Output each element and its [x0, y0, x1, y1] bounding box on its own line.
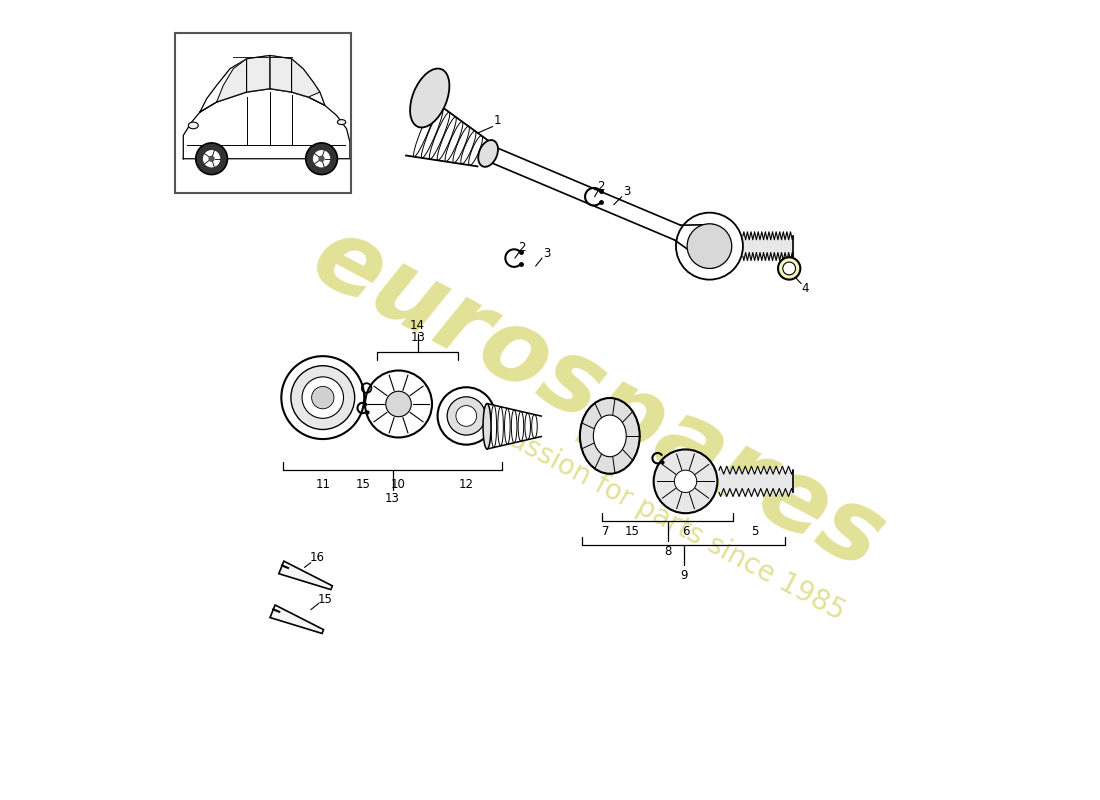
Circle shape: [674, 470, 696, 493]
Text: 15: 15: [355, 478, 370, 491]
Circle shape: [688, 224, 732, 269]
Circle shape: [455, 406, 476, 426]
Circle shape: [208, 155, 214, 162]
Circle shape: [202, 150, 220, 167]
Circle shape: [302, 377, 343, 418]
Text: 15: 15: [318, 593, 332, 606]
Ellipse shape: [478, 140, 498, 167]
Circle shape: [676, 213, 742, 280]
Polygon shape: [246, 55, 270, 92]
Text: 7: 7: [602, 525, 609, 538]
Text: 10: 10: [392, 478, 406, 491]
Circle shape: [311, 386, 334, 409]
Ellipse shape: [188, 122, 198, 129]
Circle shape: [290, 366, 354, 430]
Circle shape: [653, 450, 717, 514]
Ellipse shape: [593, 415, 626, 457]
Circle shape: [318, 155, 324, 162]
Circle shape: [778, 258, 801, 280]
Polygon shape: [217, 58, 246, 102]
Text: 9: 9: [680, 569, 688, 582]
Circle shape: [365, 370, 432, 438]
Text: 16: 16: [310, 551, 324, 564]
Ellipse shape: [580, 398, 640, 474]
Bar: [175, 34, 351, 193]
Ellipse shape: [338, 119, 345, 125]
Polygon shape: [292, 58, 320, 97]
Circle shape: [282, 356, 364, 439]
Polygon shape: [200, 55, 324, 112]
Text: 12: 12: [459, 478, 474, 491]
Text: eurospares: eurospares: [296, 209, 900, 591]
Text: 11: 11: [316, 478, 330, 491]
Circle shape: [306, 143, 338, 174]
Text: 3: 3: [543, 247, 550, 260]
Circle shape: [312, 150, 330, 167]
Text: 8: 8: [664, 545, 671, 558]
Polygon shape: [270, 605, 323, 634]
Text: 2: 2: [597, 180, 605, 193]
Text: 1: 1: [494, 114, 502, 127]
Polygon shape: [487, 403, 541, 449]
Polygon shape: [270, 55, 292, 92]
Text: 3: 3: [623, 186, 630, 198]
Text: 4: 4: [802, 282, 808, 295]
Polygon shape: [184, 89, 350, 158]
Text: 14: 14: [410, 319, 426, 332]
Text: 13: 13: [385, 491, 400, 505]
Text: 15: 15: [625, 525, 639, 538]
Text: 13: 13: [410, 331, 425, 344]
Circle shape: [438, 387, 495, 445]
Text: a passion for parts since 1985: a passion for parts since 1985: [465, 405, 849, 626]
Text: 2: 2: [518, 242, 526, 254]
Polygon shape: [406, 98, 488, 166]
Ellipse shape: [410, 69, 450, 127]
Ellipse shape: [483, 403, 491, 449]
Polygon shape: [278, 561, 332, 590]
Circle shape: [196, 143, 228, 174]
Text: 6: 6: [682, 525, 690, 538]
Circle shape: [386, 391, 411, 417]
Circle shape: [783, 262, 795, 275]
Text: 5: 5: [751, 525, 759, 538]
Circle shape: [448, 397, 485, 435]
Polygon shape: [482, 144, 681, 240]
